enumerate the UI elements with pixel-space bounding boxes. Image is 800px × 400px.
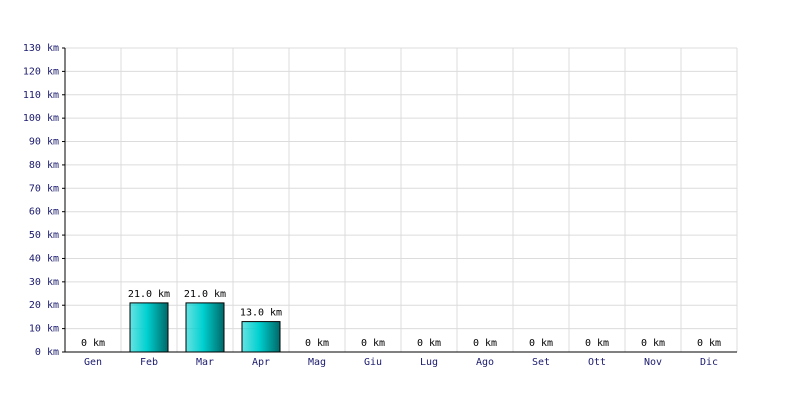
x-tick-label: Feb [140,357,158,368]
x-tick-label: Nov [644,357,662,368]
x-tick-label: Lug [420,357,438,368]
value-label: 0 km [585,338,609,349]
bar [241,321,281,353]
x-tick-label: Mag [308,357,326,368]
y-tick-label: 100 km [23,113,59,124]
x-tick-label: Giu [364,357,382,368]
x-tick-label: Apr [252,357,270,368]
y-tick-label: 120 km [23,66,59,77]
x-tick-label: Ott [588,357,606,368]
value-label: 0 km [417,338,441,349]
value-label: 21.0 km [184,289,226,300]
bar [185,302,225,353]
y-tick-label: 70 km [29,183,59,194]
y-tick-label: 30 km [29,277,59,288]
value-label: 21.0 km [128,289,170,300]
value-label: 0 km [473,338,497,349]
value-label: 0 km [305,338,329,349]
bar [129,302,169,353]
x-tick-label: Mar [196,357,214,368]
value-label: 0 km [81,338,105,349]
value-label: 0 km [697,338,721,349]
y-tick-label: 60 km [29,207,59,218]
y-tick-label: 0 km [35,347,59,358]
x-tick-label: Dic [700,357,718,368]
value-label: 0 km [641,338,665,349]
x-tick-label: Ago [476,357,494,368]
y-tick-label: 50 km [29,230,59,241]
x-tick-label: Gen [84,357,102,368]
value-label: 0 km [529,338,553,349]
x-tick-label: Set [532,357,550,368]
y-tick-label: 10 km [29,324,59,335]
y-tick-label: 80 km [29,160,59,171]
value-label: 13.0 km [240,308,282,319]
y-tick-label: 20 km [29,300,59,311]
y-tick-label: 110 km [23,90,59,101]
value-label: 0 km [361,338,385,349]
y-tick-label: 90 km [29,137,59,148]
y-tick-label: 40 km [29,253,59,264]
y-tick-label: 130 km [23,43,59,54]
